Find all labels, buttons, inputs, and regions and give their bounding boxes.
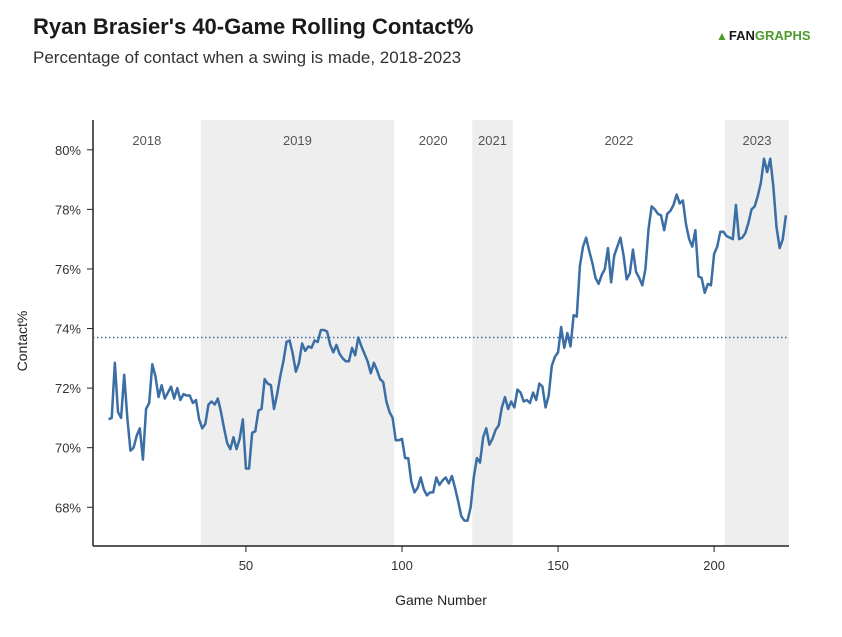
series-line xyxy=(108,157,788,522)
chart-subtitle: Percentage of contact when a swing is ma… xyxy=(33,48,462,67)
chart-axes xyxy=(92,120,789,547)
x-axis-title: Game Number xyxy=(395,592,487,608)
season-band-2021 xyxy=(472,120,513,546)
fangraphs-logo-icon: ▲ xyxy=(716,29,728,43)
x-tick-label: 150 xyxy=(547,558,569,573)
y-axis-title: Contact% xyxy=(14,311,30,372)
season-label-2018: 2018 xyxy=(132,133,161,148)
x-tick-label: 200 xyxy=(703,558,725,573)
season-label-2021: 2021 xyxy=(478,133,507,148)
season-band-2019 xyxy=(200,120,395,546)
season-band-2023 xyxy=(725,120,789,546)
season-label-2023: 2023 xyxy=(743,133,772,148)
season-label-2020: 2020 xyxy=(419,133,448,148)
y-tick-label: 76% xyxy=(55,262,81,277)
y-tick-label: 72% xyxy=(55,381,81,396)
logo-fan-text: FAN xyxy=(728,28,755,43)
x-axis-ticks: 50 100 150 200 xyxy=(239,546,725,573)
season-label-2019: 2019 xyxy=(283,133,312,148)
x-tick-label: 100 xyxy=(391,558,413,573)
x-tick-label: 50 xyxy=(239,558,253,573)
y-tick-label: 74% xyxy=(55,322,81,337)
y-tick-label: 68% xyxy=(55,500,81,515)
fangraphs-logo: ▲FANGRAPHS xyxy=(716,28,811,43)
logo-graphs-text: GRAPHS xyxy=(754,28,811,43)
season-label-2022: 2022 xyxy=(604,133,633,148)
chart-title: Ryan Brasier's 40-Game Rolling Contact% xyxy=(33,14,474,39)
season-labels: 2018 2019 2020 2021 2022 2023 xyxy=(132,133,771,148)
y-tick-label: 80% xyxy=(55,143,81,158)
y-tick-label: 78% xyxy=(55,202,81,217)
y-tick-label: 70% xyxy=(55,441,81,456)
season-bands xyxy=(200,120,789,546)
y-axis-ticks: 68% 70% 72% 74% 76% 78% 80% xyxy=(55,143,93,515)
